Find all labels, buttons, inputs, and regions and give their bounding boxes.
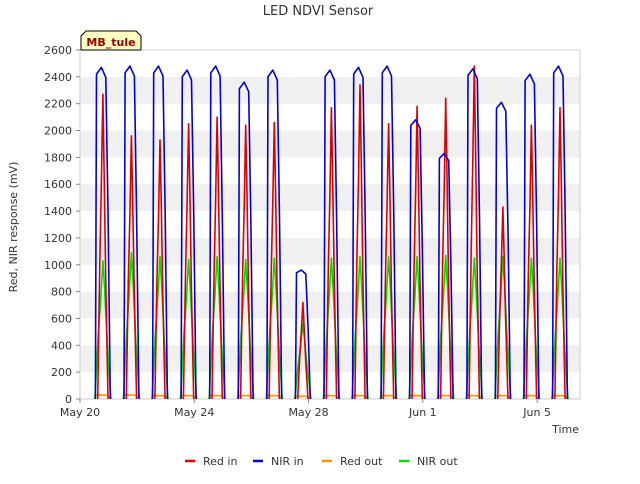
site-badge-box bbox=[80, 30, 142, 51]
x-tick-label: Jun 5 bbox=[522, 406, 551, 419]
y-tick-label: 2000 bbox=[44, 125, 72, 138]
legend-label: Red in bbox=[203, 455, 237, 468]
chart-title: LED NDVI Sensor bbox=[263, 4, 374, 19]
y-tick-label: 1600 bbox=[44, 178, 72, 191]
x-tick-label: May 24 bbox=[174, 406, 214, 419]
plot-frame bbox=[79, 49, 581, 400]
grid-band bbox=[80, 76, 580, 104]
legend-item: Red out bbox=[322, 455, 383, 468]
x-tick-label: May 28 bbox=[288, 406, 328, 419]
legend: Red in NIR in Red out NIR out bbox=[185, 455, 458, 468]
y-tick-label: 0 bbox=[65, 393, 72, 406]
site-badge: MB_tule bbox=[80, 30, 142, 51]
x-tick-label: May 20 bbox=[60, 406, 100, 419]
series-line-nir-in bbox=[94, 65, 569, 400]
series-line-nir-out bbox=[94, 251, 569, 400]
y-tick-label: 600 bbox=[51, 312, 72, 325]
y-tick-label: 1200 bbox=[44, 232, 72, 245]
y-tick-label: 2400 bbox=[44, 71, 72, 84]
series-line-red-out bbox=[93, 394, 570, 400]
y-tick-label: 400 bbox=[51, 339, 72, 352]
legend-label: Red out bbox=[340, 455, 383, 468]
legend-item: Red in bbox=[185, 455, 237, 468]
y-axis: 0 200 400 600 800 1000 1200 1400 1600 1800 2000 220… bbox=[44, 44, 80, 406]
site-badge-label: MB_tule bbox=[86, 36, 135, 49]
legend-item: NIR out bbox=[399, 455, 458, 468]
x-axis-label: Time bbox=[551, 423, 579, 436]
y-axis-label: Red, NIR response (mV) bbox=[7, 162, 20, 293]
y-tick-label: 800 bbox=[51, 286, 72, 299]
y-tick-label: 1400 bbox=[44, 205, 72, 218]
y-tick-label: 2600 bbox=[44, 44, 72, 57]
y-tick-label: 200 bbox=[51, 366, 72, 379]
series-line-red-in bbox=[96, 65, 566, 400]
y-tick-label: 1000 bbox=[44, 259, 72, 272]
x-tick-label: Jun 1 bbox=[408, 406, 437, 419]
x-axis: May 20 May 24 May 28 Jun 1 Jun 5 bbox=[60, 399, 551, 419]
legend-item: NIR in bbox=[253, 455, 304, 468]
y-tick-label: 1800 bbox=[44, 151, 72, 164]
y-tick-label: 2200 bbox=[44, 98, 72, 111]
legend-label: NIR in bbox=[271, 455, 304, 468]
series-layer bbox=[93, 65, 570, 400]
legend-label: NIR out bbox=[417, 455, 458, 468]
